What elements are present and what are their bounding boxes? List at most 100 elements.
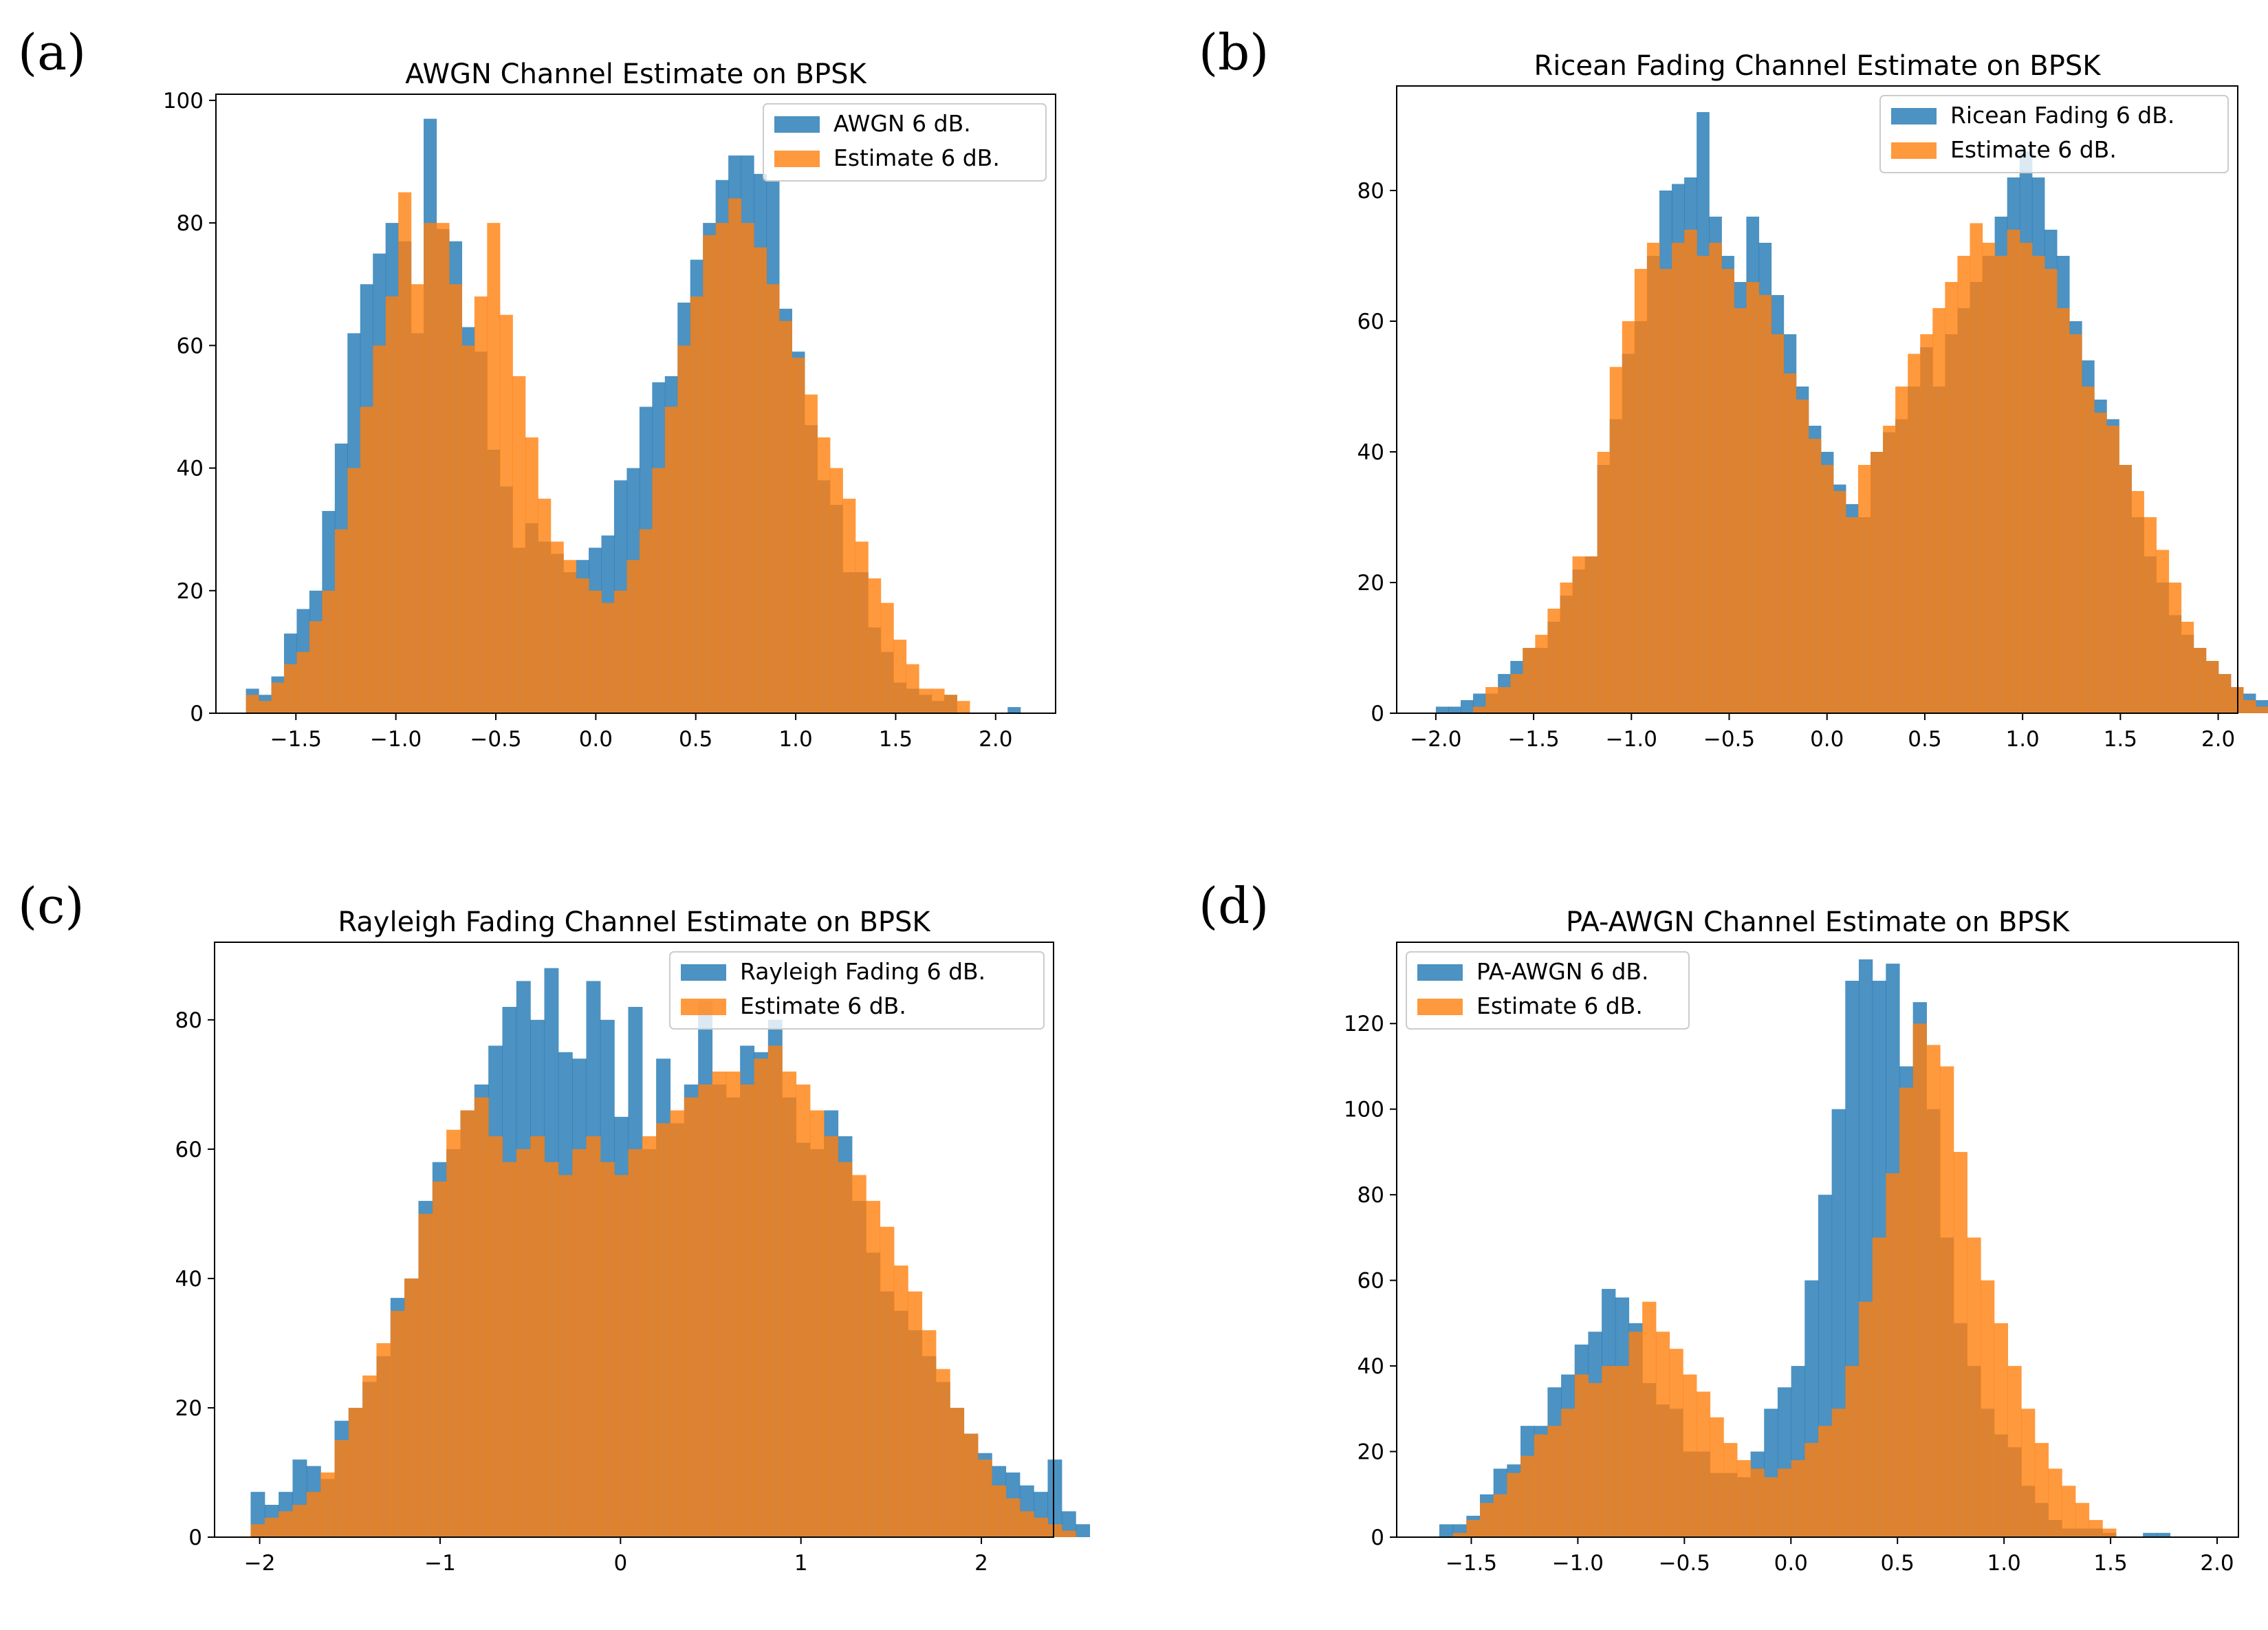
bar <box>1871 452 1884 713</box>
bar <box>1572 556 1586 713</box>
x-tick-label: 1.0 <box>778 727 812 752</box>
legend-swatch <box>681 999 726 1015</box>
bar <box>690 296 704 713</box>
panel-label-c: (c) <box>18 877 85 935</box>
bar <box>2048 1468 2062 1537</box>
bar <box>1721 269 1734 713</box>
bar <box>2131 491 2144 713</box>
bar <box>271 682 285 713</box>
bar <box>550 541 564 713</box>
x-tick-label: 0.0 <box>579 727 613 752</box>
bar <box>1435 706 1449 713</box>
legend: Rayleigh Fading 6 dB. Estimate 6 dB. <box>669 951 1045 1030</box>
bar <box>292 1504 307 1537</box>
bar <box>1634 269 1648 713</box>
bar <box>754 247 767 713</box>
bar <box>2119 465 2132 713</box>
bar <box>1833 491 1846 713</box>
bar <box>1669 1349 1683 1537</box>
bar <box>866 1201 881 1537</box>
bar <box>652 468 666 713</box>
bar <box>628 1149 643 1537</box>
bar <box>572 1149 587 1537</box>
legend-swatch <box>1417 964 1463 981</box>
bar <box>1602 1366 1616 1537</box>
bar <box>279 1511 294 1537</box>
bar <box>373 345 386 714</box>
y-tick-label: 60 <box>1357 1269 1384 1294</box>
bar <box>1994 1323 2009 1537</box>
x-tick-label: −1.0 <box>1606 727 1657 752</box>
bar <box>963 1433 979 1537</box>
bar <box>334 1439 349 1537</box>
bar <box>512 376 526 713</box>
bar <box>935 1369 950 1537</box>
bar <box>1920 334 1933 713</box>
legend-swatch <box>774 116 820 133</box>
bar <box>1804 1443 1819 1537</box>
panel-c: (c) Rayleigh Fading Channel Estimate on … <box>0 815 1134 1630</box>
chart-c: Rayleigh Fading Channel Estimate on BPSK… <box>175 906 1091 1576</box>
panel-label-b: (b) <box>1199 23 1269 81</box>
bar <box>1498 687 1511 713</box>
y-tick-label: 80 <box>1357 179 1384 204</box>
legend-box <box>669 951 1045 1030</box>
bar <box>2007 1366 2022 1537</box>
x-tick-label: −2.0 <box>1410 727 1461 752</box>
bar <box>530 1136 545 1537</box>
bar <box>1734 308 1747 713</box>
bar <box>957 701 970 713</box>
bar <box>767 1045 783 1537</box>
bar <box>2082 387 2095 713</box>
bar <box>796 1084 811 1537</box>
bar <box>1507 1473 1521 1537</box>
series-2 <box>246 192 970 714</box>
plot-frame <box>215 94 1056 714</box>
bar <box>906 664 919 713</box>
bar <box>838 1162 853 1537</box>
bar <box>424 223 437 713</box>
x-tick-label: −1.5 <box>1446 1551 1497 1576</box>
bar <box>855 541 869 713</box>
bar <box>824 1136 839 1537</box>
bar <box>698 1084 713 1537</box>
bar <box>1061 1511 1076 1537</box>
bar <box>1697 256 1710 713</box>
bar <box>1858 1301 1873 1537</box>
bar <box>436 223 450 713</box>
bar <box>1523 648 1536 713</box>
bar <box>740 1084 755 1537</box>
bar <box>1622 321 1635 713</box>
bar <box>1895 387 1908 713</box>
bar <box>642 1136 657 1537</box>
bar <box>1615 1366 1630 1537</box>
bar <box>2062 1486 2076 1537</box>
bar <box>656 1123 671 1537</box>
bar <box>2193 648 2207 713</box>
bar <box>1764 1477 1778 1537</box>
bar <box>1547 609 1561 713</box>
bar <box>1831 1409 1846 1537</box>
bar <box>1709 243 1722 713</box>
bar <box>474 296 488 713</box>
bar <box>1609 367 1623 713</box>
legend-swatch <box>1891 108 1937 124</box>
bar <box>487 223 501 713</box>
bar <box>1899 1087 1914 1537</box>
chart-b: Ricean Fading Channel Estimate on BPSK −2… <box>1357 50 2268 752</box>
bar <box>600 1162 615 1537</box>
bar <box>1646 243 1660 713</box>
bar <box>1953 1151 1967 1537</box>
bar <box>670 1110 685 1537</box>
x-tick-label: −0.5 <box>470 727 521 752</box>
bar <box>1940 1066 1954 1537</box>
bar <box>390 1310 405 1537</box>
bar <box>1750 1468 1765 1537</box>
y-tick-label: 40 <box>1357 440 1384 465</box>
bar <box>2156 550 2170 713</box>
bar <box>1448 706 1461 713</box>
legend-label: Rayleigh Fading 6 dB. <box>740 958 985 985</box>
bar <box>944 695 957 713</box>
x-tick-label: 0 <box>613 1551 627 1576</box>
bar <box>362 1375 378 1537</box>
